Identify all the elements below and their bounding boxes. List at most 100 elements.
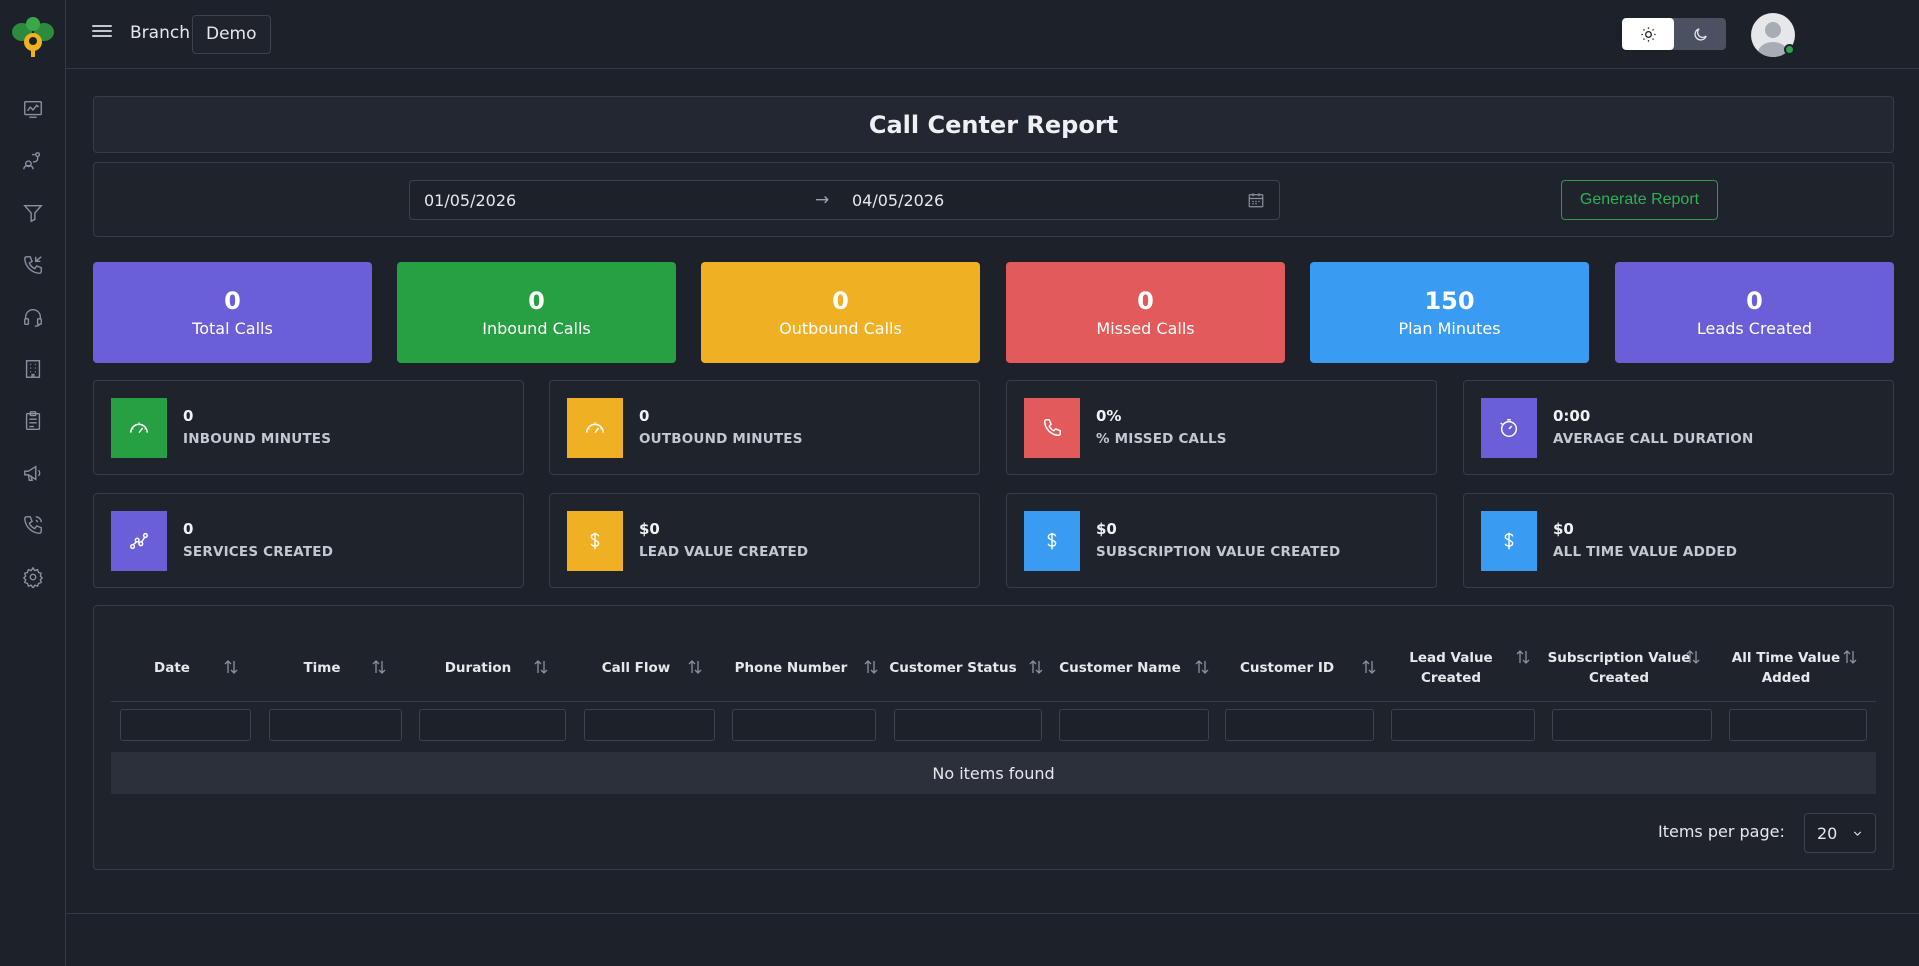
column-filter-input[interactable] [1552,709,1712,741]
sort-icon[interactable] [534,658,548,676]
speedometer-icon [567,398,623,458]
metric-label: OUTBOUND MINUTES [639,431,803,447]
empty-state: No items found [111,752,1876,794]
stat-label: Missed Calls [1096,318,1195,338]
column-header[interactable]: Phone Number [701,658,881,678]
column-filter-input[interactable] [1729,709,1867,741]
building-icon[interactable] [18,354,48,384]
column-filter-input[interactable] [120,709,251,741]
stat-card-plan-minutes: 150 Plan Minutes [1310,262,1589,363]
sort-icon[interactable] [224,658,238,676]
metric-value: 0 [183,407,194,425]
column-header-label: Time [303,660,341,676]
column-header[interactable]: Call Flow [546,658,726,678]
column-header[interactable]: Subscription Value Created [1529,648,1709,688]
column-header[interactable]: Customer Name [1030,658,1210,678]
stopwatch-icon [1481,398,1537,458]
phone-incoming-icon[interactable] [18,250,48,280]
column-header[interactable]: Customer Status [863,658,1043,678]
calls-table: Date Time Duration Call Flow Phone Number Cus… [93,605,1894,870]
sort-icon[interactable] [864,658,878,676]
metric-value: 0 [183,520,194,538]
metric-card-subscription-value-created: $0 SUBSCRIPTION VALUE CREATED [1006,493,1437,588]
metric-label: AVERAGE CALL DURATION [1553,431,1754,447]
metric-value: 0:00 [1553,407,1591,425]
column-filter-input[interactable] [1391,709,1535,741]
calendar-icon[interactable] [1247,191,1265,209]
headset-icon[interactable] [18,302,48,332]
column-filter-input[interactable] [584,709,715,741]
metric-card-services-created: 0 SERVICES CREATED [93,493,524,588]
metric-label: SUBSCRIPTION VALUE CREATED [1096,544,1341,560]
sort-icon[interactable] [1686,648,1700,666]
metric-value: $0 [1553,520,1574,538]
settings-icon[interactable] [18,562,48,592]
logo-icon[interactable] [8,12,58,62]
stat-value: 0 [1746,286,1763,315]
metric-value: 0 [639,407,650,425]
stat-value: 150 [1424,286,1475,315]
column-header[interactable]: Time [232,658,412,678]
generate-report-button[interactable]: Generate Report [1561,180,1718,220]
column-filter-input[interactable] [419,709,566,741]
column-filter-input[interactable] [269,709,402,741]
column-header-label: Subscription Value [1547,650,1691,666]
items-per-page-value: 20 [1817,824,1838,843]
column-header[interactable]: Duration [388,658,568,678]
title-panel: Call Center Report [93,96,1894,153]
megaphone-icon[interactable] [18,458,48,488]
column-header-label: Date [154,660,190,676]
end-date-input[interactable]: 04/05/2026 [852,191,945,210]
sun-icon[interactable] [1622,18,1674,50]
dashboard-icon[interactable] [18,94,48,124]
phone-icon [1024,398,1080,458]
trend-icon [111,511,167,571]
column-header-label-line2: Created [1588,670,1650,686]
stat-label: Inbound Calls [482,318,591,338]
sort-icon[interactable] [688,658,702,676]
start-date-input[interactable]: 01/05/2026 [424,191,517,210]
funnel-icon[interactable] [18,198,48,228]
sort-icon[interactable] [372,658,386,676]
column-filter-input[interactable] [894,709,1042,741]
column-header[interactable]: Date [82,658,262,678]
stat-card-missed-calls: 0 Missed Calls [1006,262,1285,363]
column-filter-input[interactable] [1059,709,1209,741]
metric-card-inbound-minutes: 0 INBOUND MINUTES [93,380,524,475]
stat-label: Plan Minutes [1398,318,1501,338]
column-header[interactable]: Customer ID [1197,658,1377,678]
table-header-divider [111,701,1876,702]
dollar-icon [1024,511,1080,571]
sort-icon[interactable] [1029,658,1043,676]
chevron-down-icon [1853,831,1862,836]
sort-icon[interactable] [1516,648,1530,666]
sort-icon[interactable] [1843,648,1857,666]
sort-icon[interactable] [1195,658,1209,676]
sort-icon[interactable] [1362,658,1376,676]
filter-panel: 01/05/2026 → 04/05/2026 Generate Report [93,162,1894,237]
column-filter-input[interactable] [732,709,876,741]
metric-label: ALL TIME VALUE ADDED [1553,544,1738,560]
stat-card-total-calls: 0 Total Calls [93,262,372,363]
branch-select[interactable]: Demo [192,15,271,54]
column-header[interactable]: Lead Value Created [1361,648,1541,688]
clipboard-icon[interactable] [18,406,48,436]
metric-label: % MISSED CALLS [1096,431,1227,447]
moon-icon[interactable] [1674,18,1726,50]
column-header-label: Duration [444,660,512,676]
theme-toggle[interactable] [1622,18,1726,50]
user-routes-icon[interactable] [18,146,48,176]
column-header-label: Call Flow [601,660,671,676]
column-header[interactable]: All Time Value Added [1696,648,1876,688]
sidebar [0,0,66,966]
metric-value: 0% [1096,407,1122,425]
date-range-picker[interactable]: 01/05/2026 → 04/05/2026 [409,180,1280,220]
column-header-label-line2: Created [1420,670,1482,686]
column-filter-input[interactable] [1225,709,1374,741]
items-per-page-select[interactable]: 20 [1804,813,1876,853]
stat-value: 0 [1137,286,1154,315]
metric-value: $0 [1096,520,1117,538]
stat-card-outbound-calls: 0 Outbound Calls [701,262,980,363]
menu-icon[interactable] [92,22,112,42]
phone-call-icon[interactable] [18,510,48,540]
